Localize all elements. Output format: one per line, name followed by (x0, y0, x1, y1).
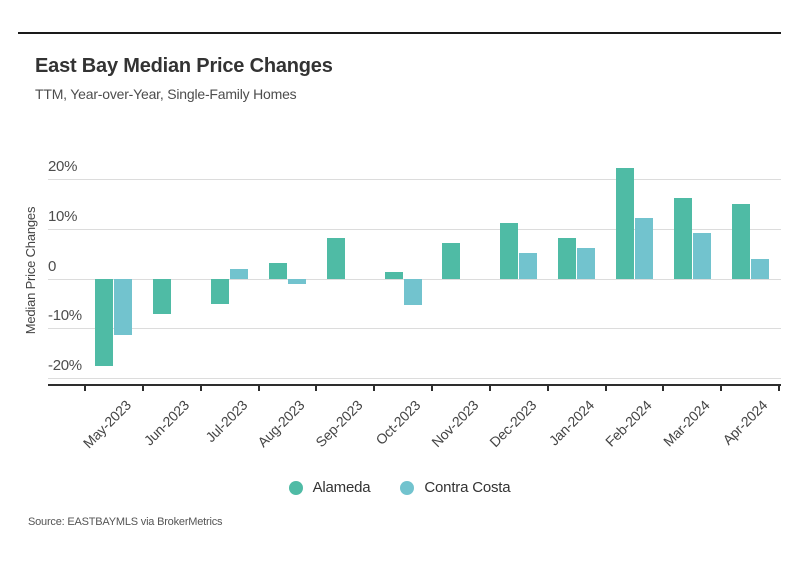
bar-alameda-jul-2023 (211, 278, 230, 304)
x-axis-label-oct-2023: Oct-2023 (372, 397, 424, 448)
x-axis-label-nov-2023: Nov-2023 (428, 397, 482, 451)
legend: Alameda Contra Costa (0, 479, 799, 496)
y-axis-tick-label: -20% (48, 357, 82, 375)
gridline--10 (48, 328, 781, 330)
x-axis-tick (546, 385, 549, 391)
bar-contra-costa-aug-2023 (287, 278, 306, 285)
x-axis-tick (315, 385, 318, 391)
y-axis-tick-label: -10% (48, 307, 82, 325)
bar-contra-costa-feb-2024 (634, 217, 653, 279)
x-axis-label-aug-2023: Aug-2023 (254, 397, 308, 451)
gridline-10 (48, 229, 781, 230)
bar-alameda-oct-2023 (384, 272, 403, 279)
x-axis-line (48, 383, 781, 386)
y-axis-tick-label: 0 (48, 257, 57, 275)
bar-alameda-nov-2023 (442, 242, 461, 279)
bar-alameda-dec-2023 (500, 223, 519, 279)
x-axis-tick (431, 385, 433, 391)
bar-alameda-jan-2024 (558, 237, 577, 279)
x-axis-tick (488, 385, 491, 391)
bar-contra-costa-apr-2024 (750, 258, 769, 279)
legend-item-contra-costa: Contra Costa (400, 479, 511, 496)
legend-item-alameda: Alameda (288, 479, 371, 496)
bar-contra-costa-oct-2023 (403, 278, 422, 305)
top-rule (18, 32, 781, 34)
bar-contra-costa-may-2023 (114, 278, 133, 336)
x-axis-tick (373, 385, 376, 391)
legend-swatch-contra-costa-icon (400, 480, 415, 495)
x-axis-tick (720, 385, 723, 391)
legend-label-alameda: Alameda (312, 479, 371, 496)
gridline--20 (48, 378, 781, 380)
x-axis-tick (257, 385, 260, 391)
y-axis-tick-label: 10% (48, 208, 78, 225)
bar-alameda-may-2023 (95, 278, 114, 366)
x-axis-tick (604, 385, 607, 391)
bar-alameda-mar-2024 (673, 198, 692, 279)
bar-alameda-apr-2024 (731, 203, 750, 279)
bar-contra-costa-mar-2024 (692, 233, 711, 279)
source-note: Source: EASTBAYMLS via BrokerMetrics (28, 516, 223, 528)
chart-title: East Bay Median Price Changes (35, 55, 333, 77)
bar-contra-costa-jan-2024 (577, 248, 596, 279)
bar-contra-costa-jul-2023 (230, 269, 249, 279)
x-axis-label-jul-2023: Jul-2023 (201, 397, 250, 446)
x-axis-tick (199, 385, 202, 391)
legend-swatch-alameda-icon (288, 480, 303, 495)
x-axis-label-sep-2023: Sep-2023 (312, 397, 366, 451)
bar-alameda-jun-2023 (153, 278, 172, 315)
y-axis-tick-label: 20% (48, 158, 78, 176)
x-axis-label-dec-2023: Dec-2023 (485, 397, 540, 451)
bar-alameda-aug-2023 (268, 263, 287, 279)
x-axis-label-jun-2023: Jun-2023 (140, 397, 193, 449)
x-axis-tick (778, 385, 780, 391)
x-axis-label-feb-2024: Feb-2024 (602, 397, 655, 450)
chart-subtitle: TTM, Year-over-Year, Single-Family Homes (35, 86, 297, 102)
x-axis-label-mar-2024: Mar-2024 (659, 397, 713, 450)
gridline-20 (48, 179, 781, 181)
x-axis-label-jan-2024: Jan-2024 (545, 397, 597, 449)
bar-alameda-sep-2023 (326, 237, 345, 279)
bar-contra-costa-dec-2023 (519, 252, 538, 279)
x-axis-tick (84, 385, 86, 391)
x-axis-label-apr-2024: Apr-2024 (719, 397, 771, 448)
legend-label-contra-costa: Contra Costa (424, 479, 511, 496)
bar-alameda-feb-2024 (615, 167, 634, 279)
x-axis-label-may-2023: May-2023 (80, 397, 135, 452)
x-axis-tick (141, 385, 144, 391)
x-axis-tick (662, 385, 665, 391)
